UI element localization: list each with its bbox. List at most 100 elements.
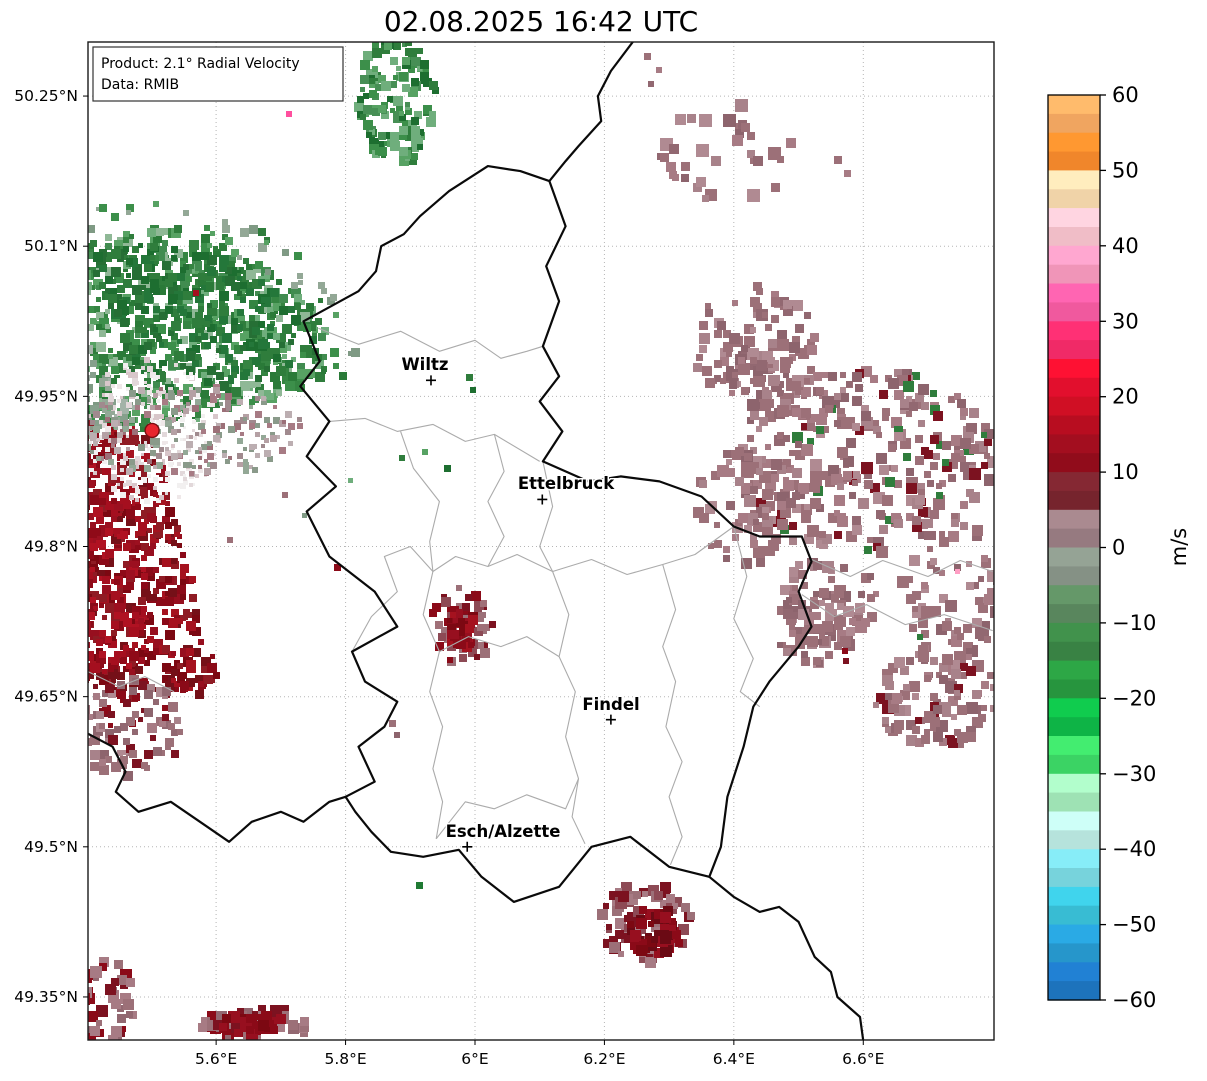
colorbar-segment [1048,472,1100,492]
product-info-box: Product: 2.1° Radial Velocity Data: RMIB [92,46,344,102]
country-border-line [88,732,347,843]
colorbar-tick-label: −30 [1112,762,1156,786]
region-border-line [88,671,175,693]
figure-title: 02.08.2025 16:42 UTC [384,5,698,38]
colorbar-segment [1048,321,1100,341]
colorbar-segment [1048,509,1100,530]
city-label: Ettelbruck [518,474,615,493]
region-border-line [801,594,993,632]
x-tick-label: 6.4°E [713,1050,755,1068]
colorbar-segment [1048,924,1100,945]
colorbar-segment [1048,113,1100,134]
colorbar-segment [1048,981,1100,1001]
region-border-line [400,431,444,839]
region-border-line [733,526,761,708]
axis-layer: 5.6°E 5.8°E 6°E 6.2°E 6.4°E 6.6°E 50.25°N 50.1°… [14,87,884,1068]
plot-frame [87,41,995,1041]
echo-speck [394,732,400,738]
colorbar-segment [1048,849,1100,869]
colorbar-segment [1048,227,1100,247]
x-tick-label: 5.6°E [195,1050,237,1068]
colorbar-segment [1048,528,1100,549]
colorbar-segment [1048,962,1100,982]
colorbar-segment [1048,698,1100,718]
echo-speck [252,467,258,473]
region-border-line [435,778,580,840]
country-border-line [548,42,635,183]
colorbar-unit-label: m/s [1167,528,1191,566]
colorbar: 60 50 40 30 20 10 0 −10 −20 −30 −40 −50 −60 [1047,83,1156,1012]
colorbar-segment [1048,283,1100,303]
city-marker [425,375,436,386]
echo-speck [265,269,271,275]
colorbar-segment [1048,132,1100,153]
x-tick-label: 6.6°E [842,1050,884,1068]
y-tick-label: 50.1°N [24,237,78,255]
city-marker [462,841,473,852]
echo-speck [227,537,233,543]
echo-speck [318,298,323,303]
colorbar-segment [1048,886,1100,907]
y-tick-label: 49.35°N [14,988,78,1006]
colorbar-segment [1048,604,1100,624]
colorbar-segment [1048,622,1100,643]
echo-speck [648,81,654,87]
colorbar-tick-label: 0 [1112,536,1125,560]
echo-speck [348,478,353,483]
country-border-line [299,165,813,904]
colorbar-segment [1048,151,1100,172]
city-marker [537,494,548,505]
colorbar-segment [1048,340,1100,360]
grid-layer [88,42,994,1040]
echo-speck [844,170,851,177]
colorbar-tick-label: −40 [1112,837,1156,861]
echo-speck [302,513,307,518]
colorbar-segment [1048,811,1100,831]
colorbar-segment [1048,585,1100,605]
colorbar-tick-label: 50 [1112,158,1139,182]
echo-speck [389,720,396,727]
echo-speck [955,569,960,574]
y-tick-label: 49.8°N [24,538,78,556]
colorbar-tick-label: 30 [1112,309,1139,333]
echo-speck [444,465,451,472]
echo-speck [842,648,848,654]
colorbar-segment [1048,170,1100,190]
colorbar-segment [1048,754,1100,775]
colorbar-tick-label: 40 [1112,234,1139,258]
city-label: Wiltz [401,355,448,374]
colorbar-segment [1048,792,1100,813]
product-label: Product: 2.1° Radial Velocity [101,56,300,72]
region-border-line [811,558,993,578]
colorbar-segment [1048,396,1100,417]
region-border-line [487,434,505,567]
colorbar-tick-label: −20 [1112,686,1156,710]
colorbar-tick-label: −10 [1112,611,1156,635]
colorbar-tick-label: −50 [1112,913,1156,937]
echo-speck [422,449,428,455]
colorbar-tick-label: 60 [1112,83,1139,107]
region-border-line [439,636,560,658]
country-border-line [708,875,865,1040]
colorbar-tick-label: 10 [1112,460,1139,484]
colorbar-tick-label: −60 [1112,988,1156,1012]
colorbar-segment [1048,302,1100,322]
colorbar-segment [1048,660,1100,681]
echo-speck [193,290,199,296]
colorbar-segment [1048,95,1100,115]
product-info-box-frame [92,46,344,102]
colorbar-segment [1048,490,1100,511]
y-tick-label: 49.65°N [14,688,78,706]
colorbar-segment [1048,547,1100,567]
data-source-label: Data: RMIB [101,77,179,93]
colorbar-segment [1048,641,1100,662]
colorbar-segment [1048,359,1100,379]
y-tick-label: 49.95°N [14,387,78,405]
map-border-layer [88,42,993,1040]
echo-speck [466,374,473,381]
city-label: Findel [582,695,639,714]
echo-speck [843,658,849,664]
echo-speck [644,53,651,60]
